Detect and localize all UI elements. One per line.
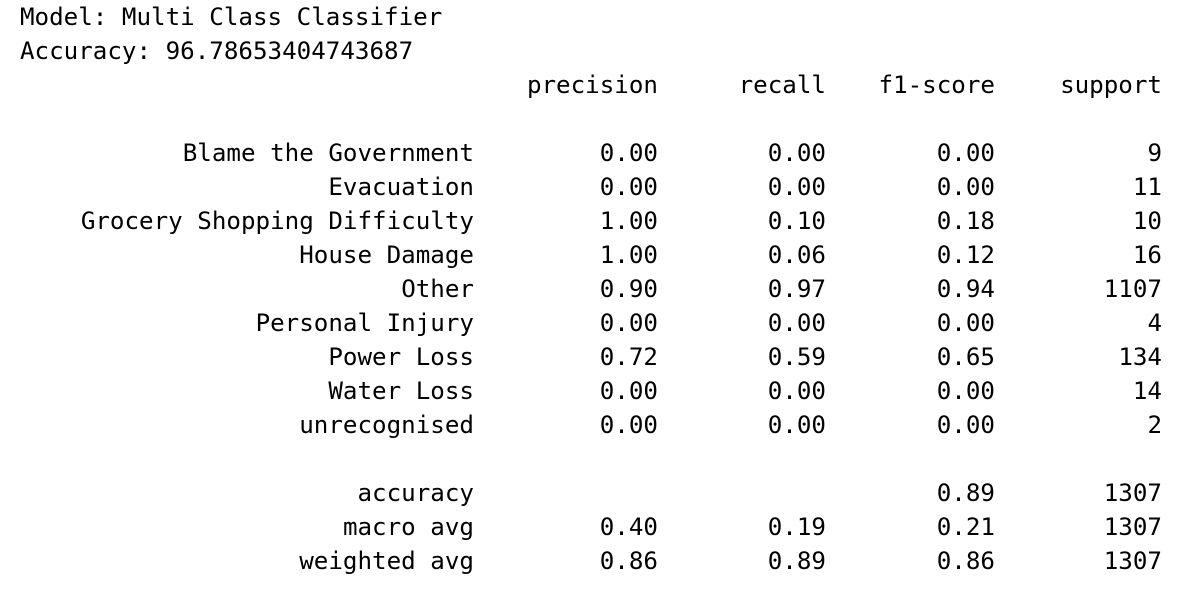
row-label: Other bbox=[401, 275, 474, 303]
recall-value: 0.06 bbox=[767, 241, 826, 269]
support-value: 14 bbox=[1132, 377, 1162, 405]
support-value: 11 bbox=[1132, 173, 1162, 201]
support-value: 1307 bbox=[1103, 513, 1162, 541]
class-metrics-row: Evacuation 0.00 0.00 0.00 11 bbox=[20, 170, 1190, 204]
f1-score-header: f1-score bbox=[878, 71, 996, 99]
precision-value: 0.00 bbox=[599, 173, 658, 201]
recall-value: 0.00 bbox=[767, 173, 826, 201]
precision-value: 0.00 bbox=[599, 411, 658, 439]
row-label: Blame the Government bbox=[182, 139, 474, 167]
class-metrics-row: Other 0.90 0.97 0.94 1107 bbox=[20, 272, 1190, 306]
precision-value: 0.86 bbox=[599, 547, 658, 575]
precision-value: 1.00 bbox=[599, 241, 658, 269]
precision-value: 0.00 bbox=[599, 139, 658, 167]
class-metrics-row: Blame the Government 0.00 0.00 0.00 9 bbox=[20, 136, 1190, 170]
support-value: 1107 bbox=[1103, 275, 1162, 303]
class-metrics-row: Grocery Shopping Difficulty 1.00 0.10 0.18 1… bbox=[20, 204, 1190, 238]
accuracy-line: Accuracy: 96.78653404743687 bbox=[20, 37, 414, 65]
f1-score-value: 0.00 bbox=[936, 309, 995, 337]
class-metrics-row: Water Loss 0.00 0.00 0.00 14 bbox=[20, 374, 1190, 408]
class-metrics-row: Power Loss 0.72 0.59 0.65 134 bbox=[20, 340, 1190, 374]
row-label: Grocery Shopping Difficulty bbox=[80, 207, 474, 235]
f1-score-value: 0.89 bbox=[936, 479, 995, 507]
row-label: unrecognised bbox=[299, 411, 474, 439]
row-label: Evacuation bbox=[328, 173, 474, 201]
precision-value: 0.90 bbox=[599, 275, 658, 303]
row-label: macro avg bbox=[342, 513, 474, 541]
support-value: 16 bbox=[1132, 241, 1162, 269]
classification-report: Model: Multi Class Classifier Accuracy: … bbox=[20, 0, 1190, 594]
support-value: 134 bbox=[1118, 343, 1162, 371]
recall-value: 0.00 bbox=[767, 411, 826, 439]
support-value: 4 bbox=[1147, 309, 1162, 337]
f1-score-value: 0.86 bbox=[936, 547, 995, 575]
f1-score-value: 0.18 bbox=[936, 207, 995, 235]
summary-metrics-row: macro avg 0.40 0.19 0.21 1307 bbox=[20, 510, 1190, 544]
recall-header: recall bbox=[738, 71, 826, 99]
summary-metrics-row: accuracy 0.89 1307 bbox=[20, 476, 1190, 510]
recall-value: 0.97 bbox=[767, 275, 826, 303]
support-value: 9 bbox=[1147, 139, 1162, 167]
f1-score-value: 0.00 bbox=[936, 411, 995, 439]
row-label: Power Loss bbox=[328, 343, 474, 371]
precision-value: 0.40 bbox=[599, 513, 658, 541]
recall-value: 0.00 bbox=[767, 139, 826, 167]
support-value: 10 bbox=[1132, 207, 1162, 235]
f1-score-value: 0.00 bbox=[936, 139, 995, 167]
row-label: accuracy bbox=[357, 479, 475, 507]
recall-value: 0.89 bbox=[767, 547, 826, 575]
summary-metrics-row: weighted avg 0.86 0.89 0.86 1307 bbox=[20, 544, 1190, 578]
support-value: 1307 bbox=[1103, 479, 1162, 507]
f1-score-value: 0.12 bbox=[936, 241, 995, 269]
precision-header: precision bbox=[526, 71, 658, 99]
column-header-row: precision recall f1-score support bbox=[20, 68, 1190, 102]
recall-value: 0.00 bbox=[767, 309, 826, 337]
f1-score-value: 0.94 bbox=[936, 275, 995, 303]
precision-value: 0.72 bbox=[599, 343, 658, 371]
f1-score-value: 0.21 bbox=[936, 513, 995, 541]
f1-score-value: 0.00 bbox=[936, 377, 995, 405]
f1-score-value: 0.65 bbox=[936, 343, 995, 371]
class-metrics-row: unrecognised 0.00 0.00 0.00 2 bbox=[20, 408, 1190, 442]
class-metrics-row: Personal Injury 0.00 0.00 0.00 4 bbox=[20, 306, 1190, 340]
model-name-line: Model: Multi Class Classifier bbox=[20, 3, 443, 31]
class-metrics-row: House Damage 1.00 0.06 0.12 16 bbox=[20, 238, 1190, 272]
row-label: House Damage bbox=[299, 241, 474, 269]
recall-value: 0.19 bbox=[767, 513, 826, 541]
precision-value: 0.00 bbox=[599, 309, 658, 337]
f1-score-value: 0.00 bbox=[936, 173, 995, 201]
recall-value: 0.00 bbox=[767, 377, 826, 405]
precision-value: 0.00 bbox=[599, 377, 658, 405]
support-value: 1307 bbox=[1103, 547, 1162, 575]
support-value: 2 bbox=[1147, 411, 1162, 439]
row-label: Water Loss bbox=[328, 377, 474, 405]
precision-value: 1.00 bbox=[599, 207, 658, 235]
recall-value: 0.10 bbox=[767, 207, 826, 235]
row-label: Personal Injury bbox=[255, 309, 474, 337]
row-label: weighted avg bbox=[299, 547, 474, 575]
recall-value: 0.59 bbox=[767, 343, 826, 371]
support-header: support bbox=[1060, 71, 1162, 99]
